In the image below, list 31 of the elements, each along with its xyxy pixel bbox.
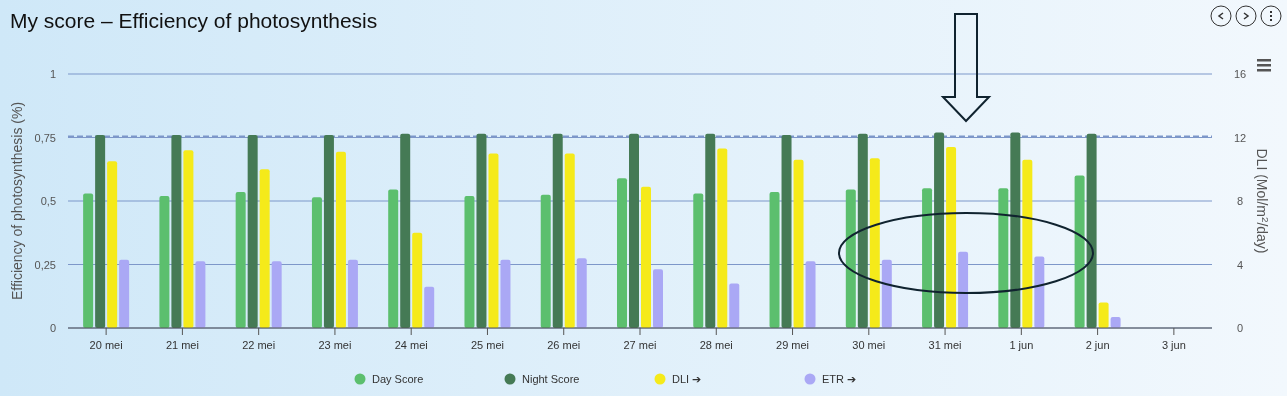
x-tick-label: 20 mei [89,339,123,351]
x-tick-label: 22 mei [242,339,276,351]
y2-tick-label: 8 [1236,195,1244,207]
x-tick-label: 3 jun [1161,339,1186,351]
y2-tick-label: 4 [1236,258,1244,271]
y-tick-label: 0,25 [34,258,56,271]
x-tick-label: 30 mei [852,339,886,351]
x-tick-label: 2 jun [1085,339,1110,351]
x-tick-label: 21 mei [165,339,199,351]
y-tick-label: 0 [49,322,56,334]
x-tick-label: 29 mei [776,339,810,351]
x-tick-label: 28 mei [699,339,733,351]
y2-tick-label: 12 [1233,131,1247,144]
y2-tick-label: 0 [1236,322,1244,334]
y-axis-title: Efficiency of photosynthesis (%) [9,101,25,301]
x-tick-label: 25 mei [470,339,504,351]
y-tick-label: 0,5 [40,195,56,207]
legend-label: ETR ➔ [822,373,857,385]
x-tick-label: 1 jun [1009,339,1034,351]
chart-title: My score – Efficiency of photosynthesis [10,9,378,32]
y2-tick-label: 16 [1233,68,1247,80]
legend-label: Day Score [372,373,424,385]
legend-label: DLI ➔ [672,373,702,385]
x-tick-label: 24 mei [394,339,428,351]
x-tick-label: 27 mei [623,339,657,351]
legend-label: Night Score [522,373,580,385]
x-tick-label: 26 mei [547,339,581,351]
y-tick-label: 0,75 [34,131,56,144]
x-tick-label: 23 mei [318,339,352,351]
x-tick-label: 31 mei [928,339,962,351]
y-tick-label: 1 [49,68,56,80]
